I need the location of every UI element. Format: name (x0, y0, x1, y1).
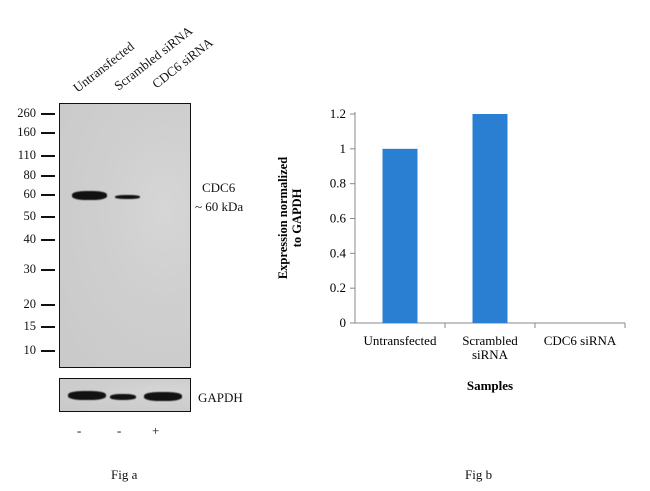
mw-tick-10 (41, 350, 55, 352)
y-axis-title-line-0: Expression normalized (276, 157, 290, 279)
x-tick-label-1: Scrambled (462, 333, 518, 348)
mw-tick-15 (41, 326, 55, 328)
mw-label-15: 15 (23, 319, 37, 333)
sign-2: - (117, 423, 122, 438)
y-tick-label-1: 1 (340, 141, 347, 156)
gapdh-band-2 (110, 394, 136, 400)
mw-label-60: 60 (23, 187, 37, 201)
y-tick-label-1.2: 1.2 (330, 106, 346, 121)
mw-tick-110 (41, 155, 55, 157)
y-tick-label-0.2: 0.2 (330, 280, 346, 295)
bar-0 (382, 148, 418, 323)
mw-label-80: 80 (23, 168, 37, 182)
mw-label-50: 50 (23, 209, 37, 223)
caption-fig-a: Fig a (111, 467, 138, 482)
bar-1 (472, 114, 508, 323)
y-axis-title-line-1: to GAPDH (290, 188, 304, 247)
mw-tick-80 (41, 175, 55, 177)
band-untransfected (72, 191, 107, 200)
mw-label-30: 30 (23, 262, 37, 276)
y-tick-label-0: 0 (340, 315, 347, 330)
target-label: CDC6 (202, 180, 236, 195)
loading-control-label: GAPDH (198, 390, 243, 405)
y-tick-label-0.4: 0.4 (330, 245, 347, 260)
caption-fig-b: Fig b (465, 467, 493, 482)
gapdh-band-3 (144, 392, 182, 401)
mw-tick-30 (41, 269, 55, 271)
mw-tick-50 (41, 216, 55, 218)
mw-tick-60 (41, 194, 55, 196)
sign-1: - (77, 423, 82, 438)
western-blot-cdc6 (59, 103, 191, 368)
x-tick-label-1: siRNA (472, 347, 509, 362)
mw-tick-160 (41, 132, 55, 134)
mw-tick-20 (41, 304, 55, 306)
mw-label-110: 110 (17, 148, 36, 162)
x-tick-label-2: CDC6 siRNA (544, 333, 617, 348)
mw-label-160: 160 (17, 125, 36, 139)
y-tick-label-0.6: 0.6 (330, 211, 347, 226)
sign-3: + (152, 423, 160, 438)
mw-tick-40 (41, 239, 55, 241)
mw-label-260: 260 (17, 106, 36, 120)
x-tick-label-0: Untransfected (364, 333, 437, 348)
gapdh-band-1 (68, 391, 106, 400)
mw-label-20: 20 (23, 297, 37, 311)
western-blot-gapdh (59, 378, 191, 412)
mw-tick-260 (41, 113, 55, 115)
y-tick-label-0.8: 0.8 (330, 176, 346, 191)
x-axis-title: Samples (467, 378, 513, 393)
mw-label-40: 40 (23, 232, 37, 246)
band-scrambled (115, 195, 140, 199)
mw-label-10: 10 (23, 343, 37, 357)
target-size: ~ 60 kDa (195, 199, 244, 214)
